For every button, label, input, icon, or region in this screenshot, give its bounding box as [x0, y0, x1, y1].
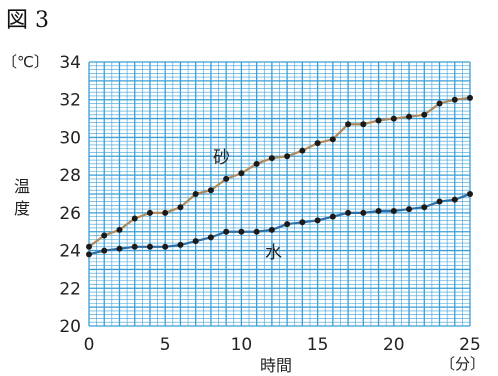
data-point-water: [360, 209, 367, 216]
data-point-sand: [360, 121, 367, 128]
series-label-water: 水: [265, 243, 282, 263]
data-point-water: [268, 226, 275, 233]
y-tick-label: 26: [59, 204, 81, 224]
x-tick-label: 0: [84, 335, 95, 355]
data-point-sand: [284, 153, 291, 160]
data-point-sand: [299, 147, 306, 154]
data-point-sand: [436, 100, 443, 107]
data-point-sand: [162, 209, 169, 216]
data-point-sand: [116, 226, 123, 233]
data-point-sand: [192, 191, 199, 197]
data-point-water: [406, 206, 413, 213]
data-point-water: [421, 204, 428, 211]
x-tick-label: 25: [459, 335, 481, 355]
data-point-sand: [329, 136, 336, 143]
y-axis-label-char-1: 温: [14, 177, 30, 196]
data-point-water: [451, 196, 458, 203]
data-point-water: [314, 217, 321, 224]
y-axis-label-char-2: 度: [14, 199, 30, 218]
data-point-water: [390, 207, 397, 214]
figure-title: 図 3: [6, 8, 49, 33]
data-point-water: [253, 228, 260, 235]
data-point-water: [345, 209, 352, 216]
data-point-sand: [86, 243, 92, 250]
data-point-water: [162, 243, 169, 250]
data-point-sand: [421, 111, 428, 118]
data-point-sand: [268, 155, 275, 162]
data-point-sand: [207, 187, 214, 194]
data-point-water: [207, 234, 214, 241]
y-tick-label: 20: [59, 317, 81, 337]
data-point-sand: [253, 160, 260, 167]
y-tick-label: 32: [59, 91, 81, 111]
x-axis-unit: 〔分〕: [440, 355, 485, 373]
plot-series: [86, 94, 473, 258]
plot-grid: [88, 61, 471, 327]
data-point-sand: [223, 175, 230, 182]
data-point-sand: [238, 170, 245, 177]
data-point-sand: [345, 121, 352, 128]
data-point-water: [146, 243, 153, 250]
y-axis-unit: 〔℃〕: [2, 53, 49, 71]
y-tick-label: 28: [59, 166, 81, 186]
data-point-water: [299, 219, 306, 226]
data-point-sand: [406, 113, 413, 120]
data-point-water: [116, 245, 123, 252]
data-point-sand: [314, 140, 321, 147]
y-tick-label: 30: [59, 128, 81, 148]
data-point-sand: [375, 117, 382, 124]
series-label-sand: 砂: [213, 148, 230, 168]
data-point-water: [101, 247, 108, 254]
data-point-water: [284, 221, 291, 228]
data-point-sand: [467, 94, 473, 101]
data-point-water: [86, 251, 92, 258]
data-point-water: [329, 213, 336, 220]
y-tick-label: 24: [59, 242, 81, 262]
x-tick-label: 5: [160, 335, 171, 355]
data-point-sand: [146, 209, 153, 216]
data-point-water: [223, 228, 230, 235]
data-point-water: [238, 228, 245, 235]
y-tick-label: 22: [59, 279, 81, 299]
x-axis-label: 時間: [260, 356, 292, 375]
data-point-water: [467, 191, 473, 197]
y-tick-label: 34: [59, 53, 81, 73]
data-point-water: [192, 238, 199, 245]
data-point-water: [375, 207, 382, 214]
x-axis-ticks: 0 5 10 15 20 25: [84, 335, 481, 355]
data-point-sand: [101, 232, 108, 239]
data-point-sand: [177, 204, 184, 211]
data-point-water: [436, 198, 443, 205]
data-point-water: [131, 243, 138, 250]
y-axis-ticks: 20 22 24 26 28 30 32 34: [59, 53, 81, 337]
x-tick-label: 15: [307, 335, 329, 355]
data-point-sand: [131, 215, 138, 222]
data-point-sand: [451, 96, 458, 103]
x-tick-label: 10: [231, 335, 253, 355]
data-point-water: [177, 241, 184, 248]
data-point-sand: [390, 115, 397, 122]
x-tick-label: 20: [383, 335, 405, 355]
